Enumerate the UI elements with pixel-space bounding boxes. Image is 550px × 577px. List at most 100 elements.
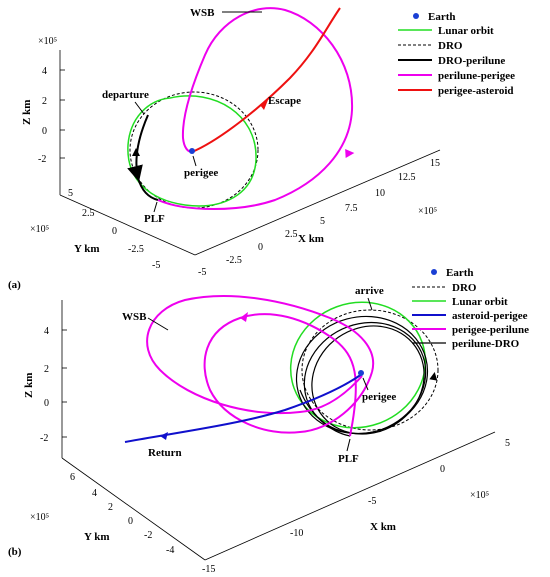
panel-b-perigee-pointer: [362, 377, 369, 391]
panel-b-y-tick: -4: [166, 545, 174, 556]
panel-b-annotation-perigee: perigee: [362, 391, 396, 403]
panel-a-x-tick: -2.5: [226, 255, 242, 266]
panel-a-perilune-perigee-arrow: [345, 149, 355, 158]
panel-a-x-tick: 10: [375, 188, 385, 199]
panel-b-x-exponent: ×10⁵: [470, 490, 489, 501]
panel-b-lunar-orbit-curve: [289, 301, 427, 429]
legend-a-earth-swatch: [413, 13, 419, 19]
panel-a-z-ticks: 4 2 0 -2: [38, 66, 65, 165]
panel-b-perilune-dro-curve: [311, 325, 425, 435]
panel-a-y-tick: 0: [112, 226, 117, 237]
panel-b-earth-marker: [358, 370, 364, 376]
panel-b-perilune-dro-arrow: [429, 372, 438, 381]
panel-b-x-tick: 5: [505, 438, 510, 449]
panel-b-perilune-dro-curve: [299, 389, 351, 437]
legend-b-perigee-perilune: perigee-perilune: [452, 324, 529, 336]
panel-b-z-ticks: 4 2 0 -2: [40, 326, 67, 444]
panel-b-y-tick: 2: [108, 502, 113, 513]
panel-a-departure-pointer: [134, 101, 145, 115]
panel-b-asteroid-perigee-curve: [124, 373, 363, 443]
panel-b-dro-curve: [301, 309, 439, 431]
panel-a-annotation-plf: PLF: [144, 213, 165, 225]
panel-b-legend: Earth DRO Lunar orbit asteroid-perigee p…: [412, 267, 529, 350]
legend-b-perilune-dro: perilune-DRO: [452, 338, 520, 350]
panel-b-x-tick: -10: [290, 528, 303, 539]
panel-a-x-exponent: ×10⁵: [418, 206, 437, 217]
panel-b-asteroid-perigee-arrow: [160, 432, 168, 440]
panel-b-perilune-dro-curve: [295, 315, 429, 435]
panel-b-annotation-plf: PLF: [338, 453, 359, 465]
panel-b-z-tick: -2: [40, 433, 48, 444]
panel-b-y-exponent: ×10⁵: [30, 512, 49, 523]
panel-b-y-ticks: 6 4 2 0 -2 -4: [70, 472, 174, 556]
legend-a-dro-perilune: DRO-perilune: [438, 55, 505, 67]
panel-a-y-tick: -2.5: [128, 244, 144, 255]
panel-b-zlabel: Z km: [23, 373, 35, 398]
panel-a-lunar-orbit-curve: [127, 95, 257, 207]
panel-b-x-tick: -5: [368, 496, 376, 507]
panel-a-xlabel: X km: [298, 233, 324, 245]
panel-b-z-tick: 0: [44, 398, 49, 409]
panel-b-z-tick: 2: [44, 364, 49, 375]
legend-b-earth-swatch: [431, 269, 437, 275]
legend-b-dro: DRO: [452, 282, 477, 294]
panel-a-perigee-asteroid-curve: [191, 7, 341, 153]
legend-b-earth: Earth: [446, 267, 474, 279]
legend-a-perigee-asteroid: perigee-asteroid: [438, 85, 514, 97]
panel-a-z-tick: 2: [42, 96, 47, 107]
legend-b-lunar: Lunar orbit: [452, 296, 508, 308]
panel-b-annotation-return: Return: [148, 447, 182, 459]
panel-a-perigee-asteroid-arrow: [260, 100, 268, 110]
legend-a-perilune-perigee: perilune-perigee: [438, 70, 515, 82]
panel-b-y-tick: -2: [144, 530, 152, 541]
panel-b-y-axis: [61, 457, 206, 561]
panel-b-annotation-arrive: arrive: [355, 285, 384, 297]
panel-a-dro-perilune-curve: [127, 114, 159, 201]
panel-b-perigee-perilune-curve: [203, 313, 373, 437]
panel-a-dro-perilune-arrow: [132, 148, 140, 156]
panel-a-x-tick: 0: [258, 242, 263, 253]
panel-b-perigee-perilune-curve: [146, 295, 375, 415]
panel-a-y-axis: [59, 194, 196, 256]
panel-b-y-tick: 0: [128, 516, 133, 527]
panel-b-ylabel: Y km: [84, 531, 110, 543]
panel-a-x-tick: 5: [320, 216, 325, 227]
panel-a-y-tick: -5: [152, 260, 160, 271]
panel-a-y-tick: 2.5: [82, 208, 95, 219]
panel-b-xlabel: X km: [370, 521, 396, 533]
panel-b-label: (b): [8, 546, 22, 558]
panel-a-x-tick: 2.5: [285, 229, 298, 240]
panel-a-x-tick: 12.5: [398, 172, 416, 183]
panel-b-x-ticks: 5 0 -5 -10 -15: [202, 438, 510, 575]
panel-b-perigee-perilune-arrow: [240, 312, 248, 322]
panel-a-z-tick: 4: [42, 66, 47, 77]
panel-a-z-tick: 0: [42, 126, 47, 137]
panel-b: 4 2 0 -2 Z km 6 4 2 0 -2 -4 ×10⁵ Y km 5 …: [8, 267, 529, 575]
panel-a-perilune-perigee-curve: [157, 7, 354, 210]
legend-a-dro: DRO: [438, 40, 463, 52]
panel-a-y-ticks: 5 2.5 0 -2.5 -5: [68, 188, 160, 271]
panel-a-x-axis: [194, 149, 441, 256]
panel-a-label: (a): [8, 279, 21, 291]
legend-a-lunar: Lunar orbit: [438, 25, 494, 37]
legend-a-earth: Earth: [428, 11, 456, 23]
panel-a-y-tick: 5: [68, 188, 73, 199]
panel-b-z-tick: 4: [44, 326, 49, 337]
panel-a-zlabel: Z km: [21, 100, 33, 125]
panel-a-x-tick: 7.5: [345, 203, 358, 214]
panel-b-y-tick: 4: [92, 488, 97, 499]
panel-b-arrive-pointer: [367, 297, 373, 311]
panel-a-annotation-departure: departure: [102, 89, 149, 101]
panel-a-x-ticks: -5 -2.5 0 2.5 5 7.5 10 12.5 15: [198, 158, 440, 278]
panel-b-y-tick: 6: [70, 472, 75, 483]
panel-a-plf-pointer: [153, 201, 158, 213]
panel-a-annotation-wsb: WSB: [190, 7, 215, 19]
panel-a-legend: Earth Lunar orbit DRO DRO-perilune peril…: [398, 11, 515, 97]
panel-a-ylabel: Y km: [74, 243, 100, 255]
panel-b-x-tick: -15: [202, 564, 215, 575]
panel-b-x-axis: [204, 431, 496, 561]
panel-a-annotation-escape: Escape: [268, 95, 301, 107]
legend-b-asteroid-perigee: asteroid-perigee: [452, 310, 528, 322]
panel-a: 4 2 0 -2 ×10⁵ Z km 5 2.5 0 -2.5 -5 ×10⁵ …: [8, 7, 515, 291]
